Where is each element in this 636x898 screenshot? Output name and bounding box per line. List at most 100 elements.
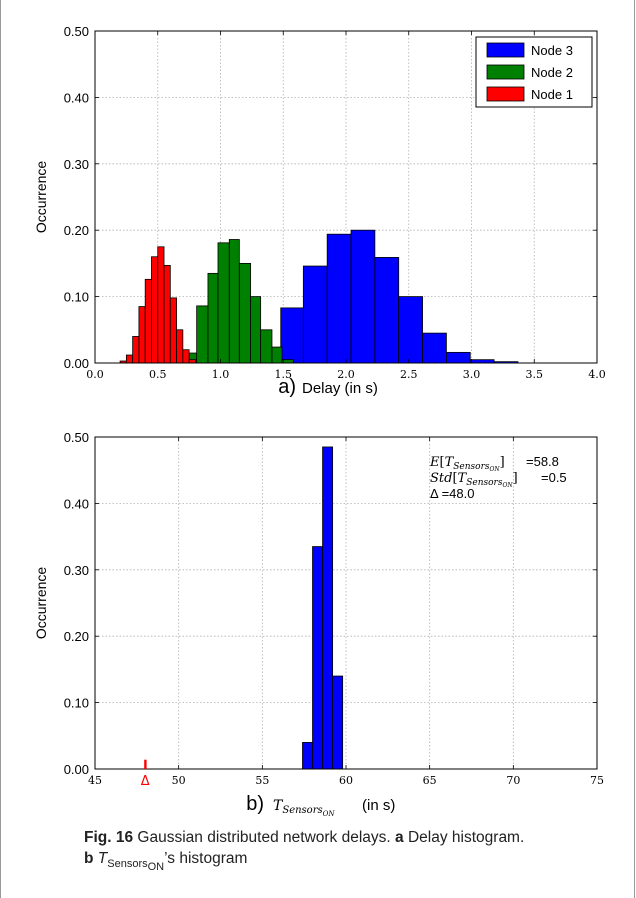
histogram-bar: [132, 336, 140, 364]
histogram-bars: [119, 229, 519, 364]
x-tick-label: 2.0: [337, 368, 355, 381]
frame-left: [0, 0, 1, 898]
histogram-bar: [228, 239, 240, 364]
y-tick-label: 0.30: [64, 157, 89, 172]
histogram-bar: [163, 264, 171, 364]
x-tick-label: 60: [339, 774, 353, 787]
x-tick-label: 1.5: [275, 368, 293, 381]
histogram-bar: [422, 332, 447, 364]
legend-label-node3: Node 3: [531, 43, 573, 58]
x-axis-label: (in s): [362, 797, 395, 814]
histogram-bars: [302, 446, 344, 770]
histogram-bar: [312, 546, 323, 770]
histogram-bar: [182, 349, 190, 364]
caption-fig-label: Fig. 16: [84, 829, 134, 846]
x-tick-label: 3.5: [526, 368, 544, 381]
panel-label: a): [278, 376, 296, 398]
histogram-bar: [207, 272, 219, 364]
histogram-bar: [332, 675, 344, 770]
histogram-bar: [350, 229, 376, 364]
histogram-bar: [374, 257, 400, 364]
histogram-bar: [398, 296, 423, 364]
histogram-bar: [326, 233, 352, 364]
y-tick-label: 0.10: [64, 696, 89, 711]
x-tick-label: 3.0: [463, 368, 481, 381]
y-tick-label: 0.00: [64, 762, 89, 777]
axis-ticks: 0.0 0.5 1.0 1.5 2.0 2.5 3.0 3.5 4.0 0.00 0.10 0.20 0…: [64, 24, 606, 381]
y-tick-label: 0.00: [64, 356, 89, 371]
legend-swatch-node1: [486, 86, 525, 102]
histogram-bar: [217, 242, 230, 364]
y-tick-label: 0.30: [64, 563, 89, 578]
caption-text-1: Gaussian distributed network delays.: [137, 829, 391, 846]
panel-a: 0.0 0.5 1.0 1.5 2.0 2.5 3.0 3.5 4.0 0.00 0.10 0.20 0…: [33, 24, 606, 398]
axis-ticks: 45 50 55 60 65 70 75 0.00 0.10 0.20 0.30 0.40 0.50: [64, 430, 604, 787]
x-tick-label: 55: [255, 774, 269, 787]
caption-b-label: b: [84, 850, 94, 867]
y-tick-label: 0.40: [64, 496, 89, 511]
histogram-bar: [250, 296, 262, 364]
std-label: Std[TSensorsON]: [430, 471, 518, 489]
legend-label-node1: Node 1: [531, 87, 573, 102]
y-tick-label: 0.50: [64, 430, 89, 445]
histogram-bar: [125, 354, 134, 364]
histogram-bar: [280, 307, 304, 364]
stats-annotation: E[TSensorsON] =58.8 Std[TSensorsON] =0.5…: [429, 454, 567, 501]
x-tick-label: 0.5: [149, 368, 167, 381]
legend-swatch-node2: [486, 64, 525, 80]
histogram-bar: [138, 306, 146, 364]
delta-marker: Δ: [141, 759, 150, 789]
y-axis-label: Occurrence: [33, 161, 49, 234]
frame-right: [634, 0, 635, 898]
panel-label: b): [246, 793, 264, 815]
delta-value: Δ =48.0: [430, 486, 474, 501]
x-tick-label: 65: [423, 774, 437, 787]
caption-text-2: Delay histogram.: [407, 829, 525, 846]
x-tick-label: 50: [172, 774, 186, 787]
histogram-bar: [445, 351, 471, 364]
std-value: =0.5: [541, 470, 567, 485]
figure-caption: Fig. 16 Gaussian distributed network del…: [84, 827, 624, 878]
x-tick-label: 2.5: [400, 368, 418, 381]
x-tick-label: 4.0: [588, 368, 606, 381]
y-axis-label: Occurrence: [33, 567, 49, 640]
histogram-bar: [157, 246, 165, 364]
x-axis-label: Delay (in s): [302, 380, 378, 397]
histogram-bar: [302, 265, 328, 364]
histogram-bar: [144, 278, 152, 364]
caption-a-label: a: [395, 829, 404, 846]
x-tick-label: 45: [88, 774, 102, 787]
x-tick-label: 75: [590, 774, 604, 787]
y-tick-label: 0.40: [64, 90, 89, 105]
y-tick-label: 0.10: [64, 290, 89, 305]
histogram-bar: [238, 262, 252, 364]
histogram-bar: [169, 297, 177, 364]
legend-swatch-node3: [486, 42, 525, 58]
delta-symbol: Δ: [141, 774, 150, 789]
grid: [95, 437, 597, 769]
histogram-bar: [302, 742, 313, 770]
caption-t-symbol: T: [97, 850, 108, 867]
panel-b: 45 50 55 60 65 70 75 0.00 0.10 0.20 0.30 0.40 0.50 Δ…: [33, 430, 604, 818]
delta-bar: [144, 759, 147, 769]
x-tick-label: 70: [506, 774, 520, 787]
caption-text-3: ’s histogram: [164, 850, 248, 867]
histogram-bar: [271, 346, 283, 364]
histogram-bar: [322, 446, 334, 770]
caption-subsub: ON: [147, 861, 165, 874]
y-tick-label: 0.20: [64, 629, 89, 644]
legend: Node 3 Node 2 Node 1: [475, 36, 593, 108]
y-tick-label: 0.20: [64, 223, 89, 238]
x-axis-symbol: TSensorsON: [273, 798, 335, 818]
caption-sub: Sensors: [107, 858, 148, 871]
histogram-bar: [260, 329, 273, 364]
x-tick-label: 1.0: [212, 368, 230, 381]
histogram-bar: [151, 256, 159, 364]
legend-label-node2: Node 2: [531, 65, 573, 80]
x-tick-label: 0.0: [86, 368, 104, 381]
histogram-bar: [196, 305, 209, 364]
y-tick-label: 0.50: [64, 24, 89, 39]
histogram-bar: [176, 329, 184, 364]
mean-value: =58.8: [526, 454, 559, 469]
